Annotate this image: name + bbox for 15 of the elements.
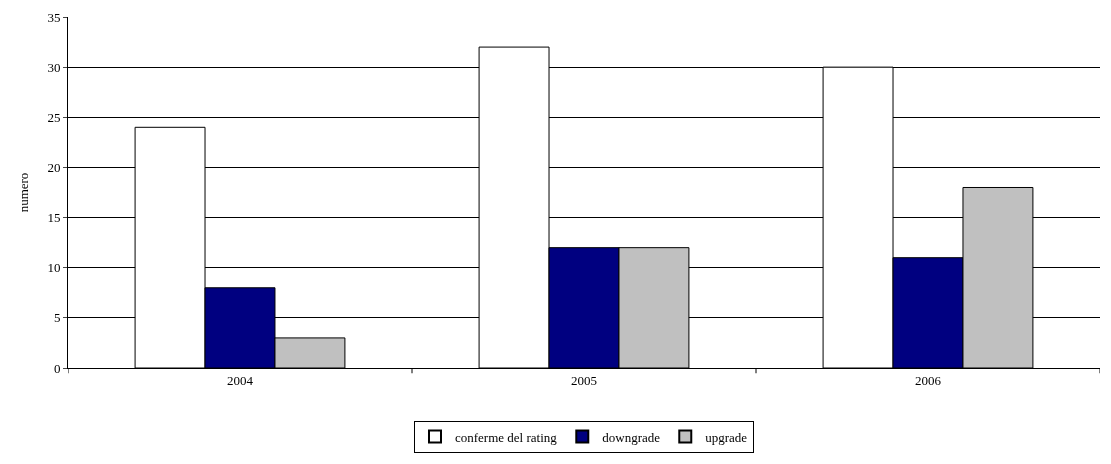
y-tick-label: 10 [47, 260, 61, 276]
y-tick-label: 30 [47, 59, 61, 75]
legend-label: downgrade [602, 429, 661, 445]
y-tick-label: 25 [47, 109, 61, 125]
y-tick-label: 35 [47, 9, 61, 25]
y-axis-title: numero [16, 172, 32, 213]
y-tick-label: 5 [53, 310, 61, 326]
x-tick-label: 2006 [915, 372, 942, 388]
legend-label: upgrade [705, 429, 748, 445]
x-tick-label: 2004 [227, 372, 254, 388]
y-tick-label: 20 [47, 159, 61, 175]
y-tick-label: 0 [53, 360, 61, 376]
y-tick-label: 15 [47, 210, 61, 226]
x-tick-label: 2005 [571, 372, 597, 388]
legend-label: conferme del rating [455, 429, 558, 445]
